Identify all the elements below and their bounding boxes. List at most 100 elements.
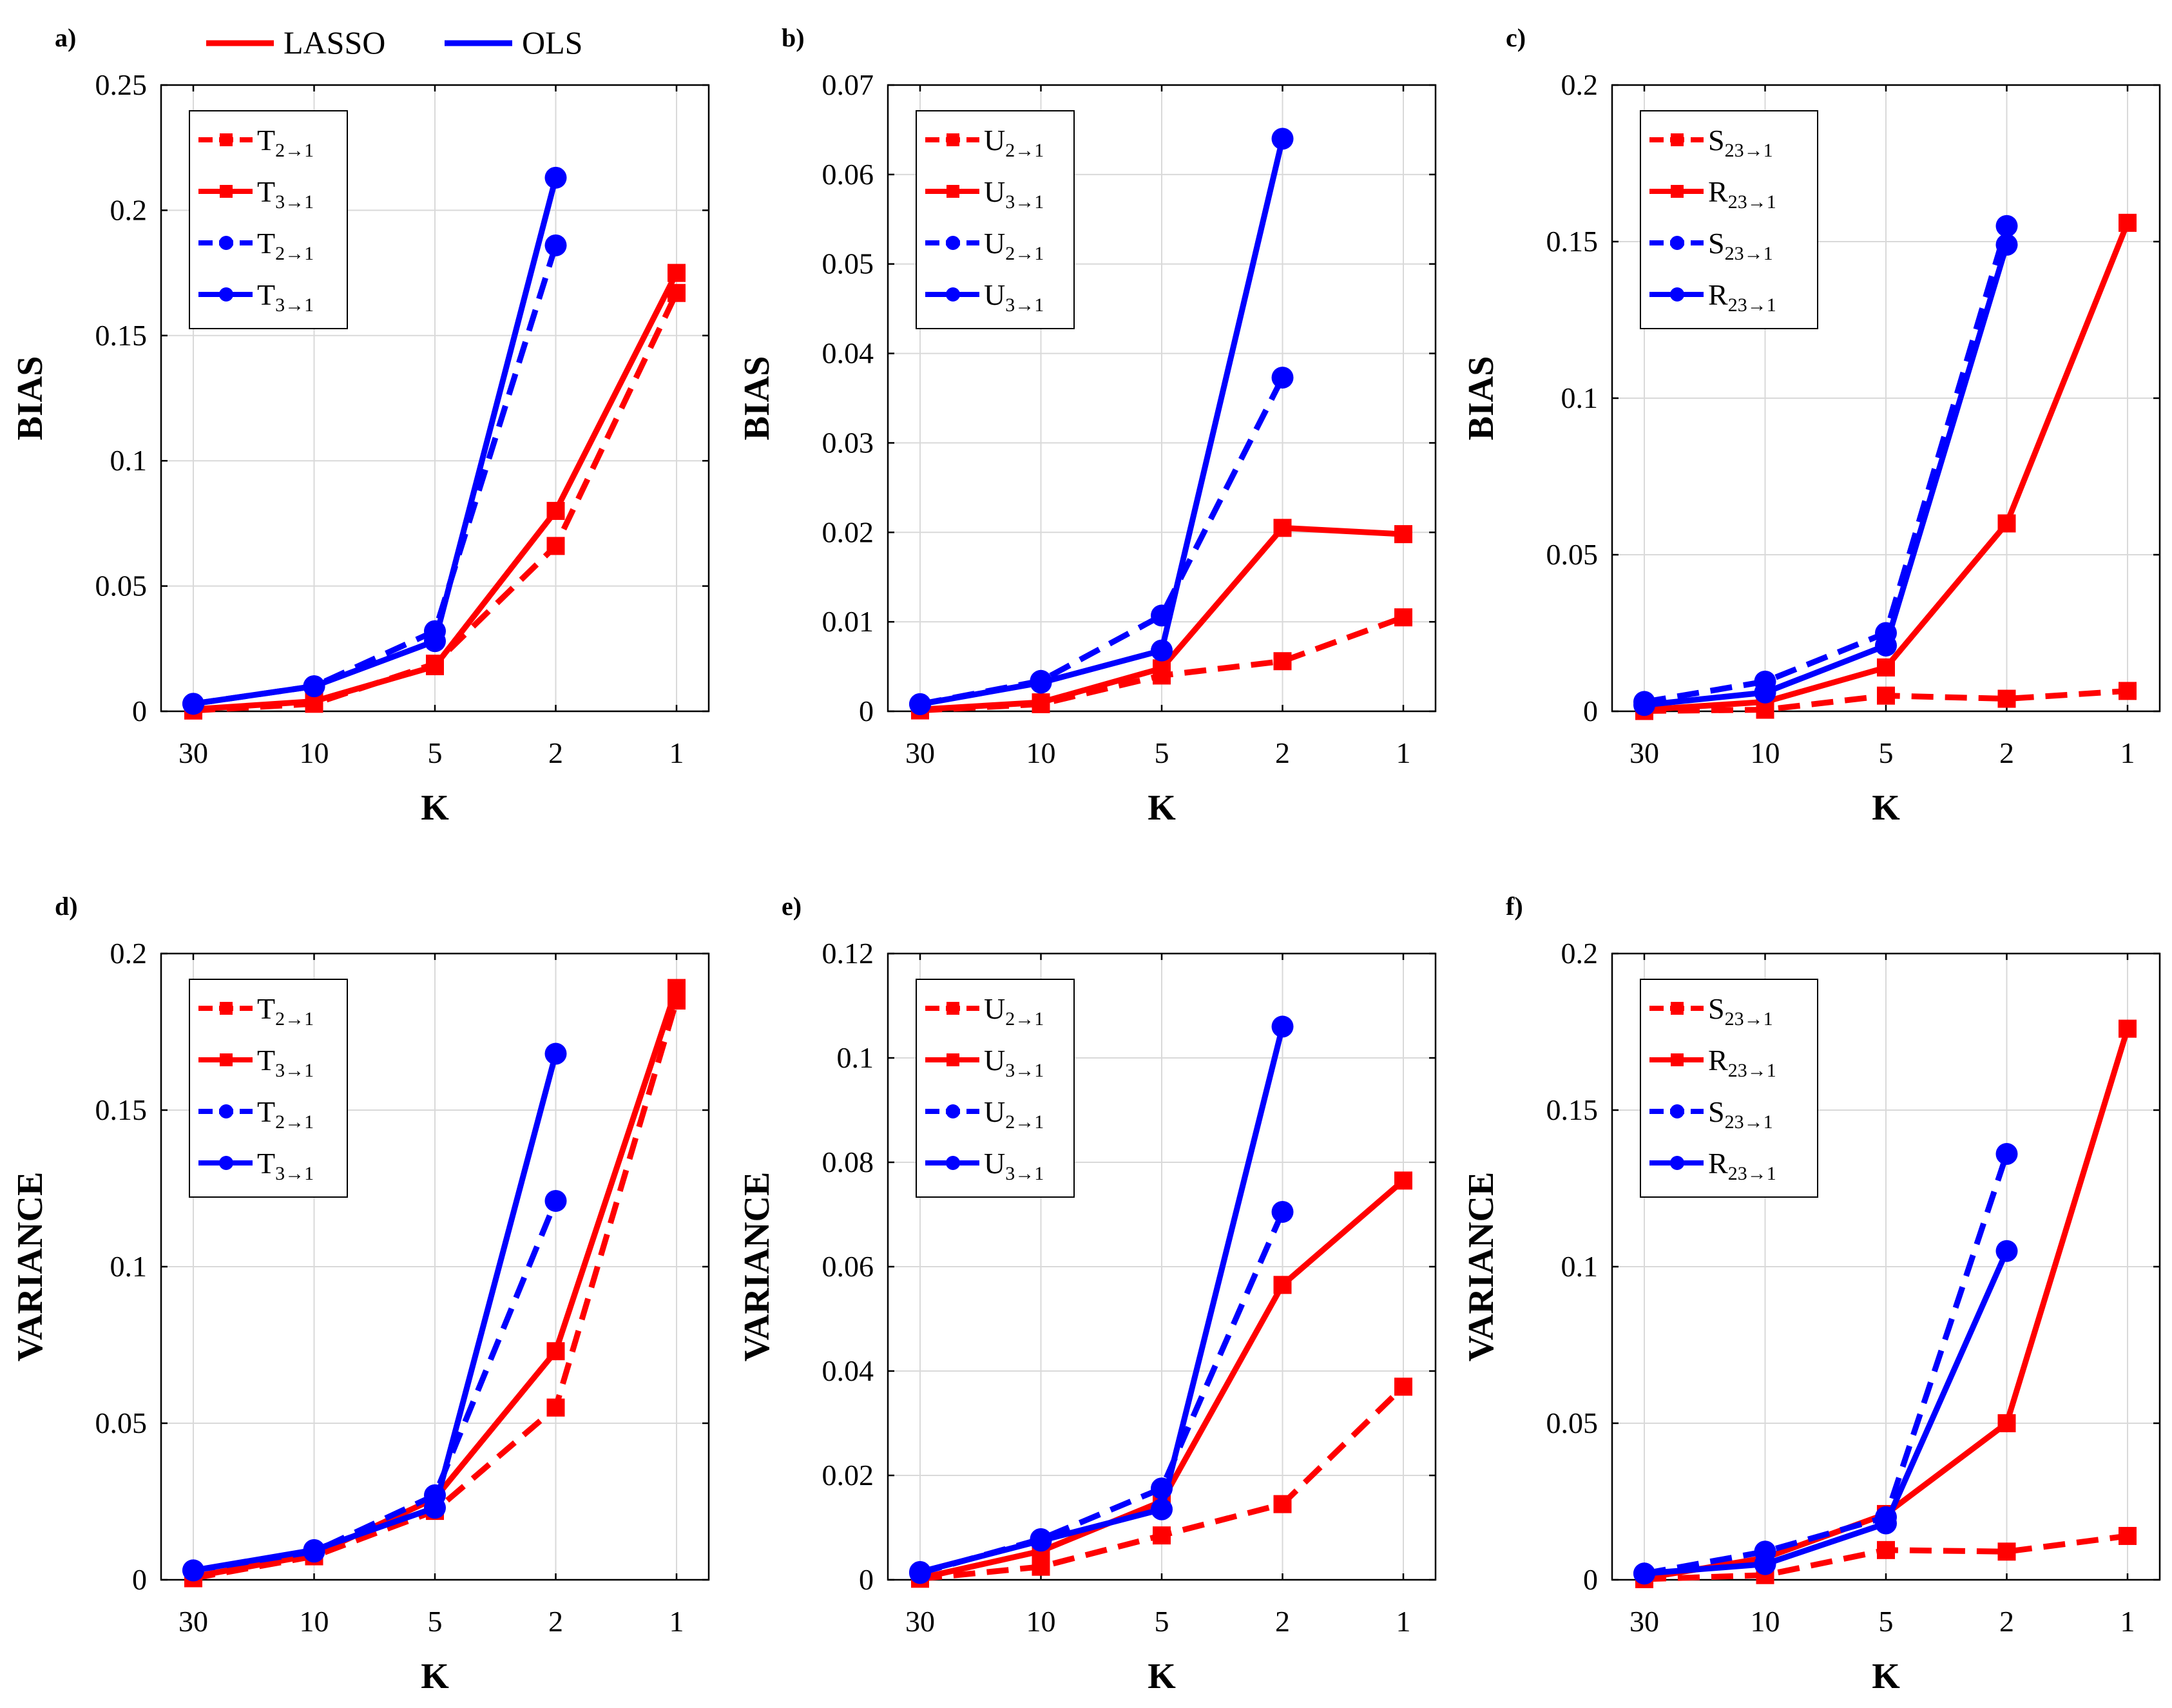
series-r23-ols-solid bbox=[1633, 233, 2018, 716]
data-point-circle bbox=[1271, 1200, 1294, 1223]
data-point-circle bbox=[909, 693, 931, 715]
data-point-circle bbox=[1875, 634, 1897, 657]
x-tick-label: 1 bbox=[1396, 1605, 1411, 1638]
legend-marker bbox=[1670, 287, 1684, 302]
legend-marker bbox=[219, 1104, 233, 1118]
x-tick-label: 30 bbox=[905, 736, 935, 769]
data-point-square bbox=[2119, 1526, 2137, 1545]
data-point-square bbox=[1273, 652, 1292, 671]
y-tick-label: 0.07 bbox=[822, 68, 874, 101]
x-tick-label: 2 bbox=[548, 1605, 563, 1638]
x-axis-label: K bbox=[1872, 788, 1900, 828]
y-tick-label: 0.04 bbox=[822, 337, 874, 370]
legend-marker bbox=[219, 236, 233, 250]
data-point-circle bbox=[1995, 215, 2018, 237]
data-point-square bbox=[1997, 1414, 2016, 1432]
legend-marker bbox=[220, 1053, 233, 1066]
legend-marker bbox=[1671, 185, 1684, 198]
data-point-circle bbox=[1151, 1498, 1173, 1521]
legend-label: T3→1 bbox=[257, 1044, 314, 1081]
legend-marker bbox=[947, 1053, 959, 1066]
panel-d: d) 0 0.05 0.1 0.15 0.2 30 10 5 2 1 K VARIANCE T2→1 T3→… bbox=[10, 892, 710, 1696]
legend-marker bbox=[1671, 133, 1684, 146]
series-line bbox=[919, 138, 1285, 707]
y-tick-label: 0.15 bbox=[1546, 1093, 1599, 1126]
legend-label: T2→1 bbox=[257, 992, 314, 1030]
legend-marker bbox=[220, 185, 233, 198]
y-tick-label: 0.1 bbox=[110, 444, 148, 477]
legend-label: U3→1 bbox=[984, 175, 1044, 213]
x-tick-label: 1 bbox=[1396, 736, 1411, 769]
panel-e: e) 0 0.02 0.04 0.06 0.08 0.1 0.12 30 10 5 2 1 K VARIAN… bbox=[737, 892, 1437, 1696]
legend-label: T2→1 bbox=[257, 1095, 314, 1133]
x-tick-label: 1 bbox=[2120, 736, 2135, 769]
data-point-square bbox=[546, 1342, 565, 1361]
data-point-square bbox=[546, 501, 565, 520]
legend-label: U2→1 bbox=[984, 227, 1044, 264]
x-tick-label: 2 bbox=[548, 736, 563, 769]
y-tick-label: 0 bbox=[1583, 1563, 1598, 1596]
data-point-square bbox=[668, 264, 686, 282]
x-tick-label: 10 bbox=[1751, 1605, 1780, 1638]
legend-label: U2→1 bbox=[984, 992, 1044, 1030]
series-u3-ols-solid bbox=[909, 1015, 1294, 1583]
legend-label: S23→1 bbox=[1708, 992, 1773, 1030]
x-tick-label: 30 bbox=[178, 1605, 208, 1638]
data-point-square bbox=[426, 657, 444, 676]
data-point-square bbox=[1877, 686, 1895, 705]
x-tick-label: 1 bbox=[669, 1605, 684, 1638]
data-point-circle bbox=[182, 1559, 204, 1582]
x-tick-label: 5 bbox=[1155, 736, 1169, 769]
y-axis-label: VARIANCE bbox=[10, 1172, 50, 1362]
series-line bbox=[193, 1053, 559, 1573]
data-point-circle bbox=[182, 693, 204, 715]
legend: U2→1 U3→1 U2→1 U3→1 bbox=[916, 979, 1075, 1198]
x-tick-label: 5 bbox=[428, 1605, 443, 1638]
legend-marker bbox=[946, 287, 960, 302]
data-point-square bbox=[1394, 608, 1412, 627]
data-point-circle bbox=[303, 675, 325, 698]
y-tick-label: 0.06 bbox=[822, 158, 874, 191]
legend-label: T3→1 bbox=[257, 175, 314, 213]
series-line bbox=[1644, 225, 2010, 705]
legend-marker bbox=[1670, 1104, 1684, 1118]
x-axis-label: K bbox=[1872, 1656, 1900, 1696]
legend-marker bbox=[1671, 1053, 1684, 1066]
series-line bbox=[1644, 244, 2010, 708]
y-tick-label: 0 bbox=[859, 695, 874, 727]
y-tick-label: 0.02 bbox=[822, 1459, 874, 1492]
global-legend-label-ols: OLS bbox=[522, 24, 582, 61]
data-point-square bbox=[1032, 1557, 1050, 1576]
series-line bbox=[919, 1211, 1285, 1576]
data-point-circle bbox=[1030, 1530, 1052, 1552]
y-tick-label: 0.08 bbox=[822, 1146, 874, 1178]
data-point-square bbox=[1877, 658, 1895, 676]
y-axis-label: VARIANCE bbox=[737, 1172, 777, 1362]
y-tick-label: 0.05 bbox=[1546, 538, 1599, 571]
data-point-circle bbox=[303, 1539, 325, 1561]
y-tick-label: 0.06 bbox=[822, 1250, 874, 1283]
legend-label: T2→1 bbox=[257, 124, 314, 161]
legend-label: T3→1 bbox=[257, 278, 314, 316]
series-line bbox=[193, 244, 559, 707]
y-tick-label: 0.03 bbox=[822, 426, 874, 459]
series-line bbox=[1644, 1153, 2010, 1577]
legend-label: U3→1 bbox=[984, 278, 1044, 316]
legend: T2→1 T3→1 T2→1 T3→1 bbox=[189, 979, 348, 1198]
data-point-square bbox=[1394, 1171, 1412, 1190]
x-tick-label: 2 bbox=[1999, 736, 2014, 769]
data-point-circle bbox=[1633, 1562, 1655, 1585]
x-axis-label: K bbox=[421, 788, 449, 828]
legend-label: T3→1 bbox=[257, 1147, 314, 1184]
data-point-square bbox=[546, 1398, 565, 1417]
y-tick-label: 0.04 bbox=[822, 1354, 874, 1387]
series-line bbox=[193, 177, 559, 707]
y-tick-label: 0.1 bbox=[1561, 381, 1599, 414]
legend-label: U2→1 bbox=[984, 1095, 1044, 1133]
y-axis-label: BIAS bbox=[1461, 356, 1501, 441]
y-tick-label: 0 bbox=[132, 1563, 147, 1596]
y-tick-label: 0.05 bbox=[1546, 1406, 1599, 1439]
data-point-circle bbox=[1995, 1240, 2018, 1262]
legend-marker bbox=[1670, 1156, 1684, 1170]
x-tick-label: 10 bbox=[300, 736, 329, 769]
